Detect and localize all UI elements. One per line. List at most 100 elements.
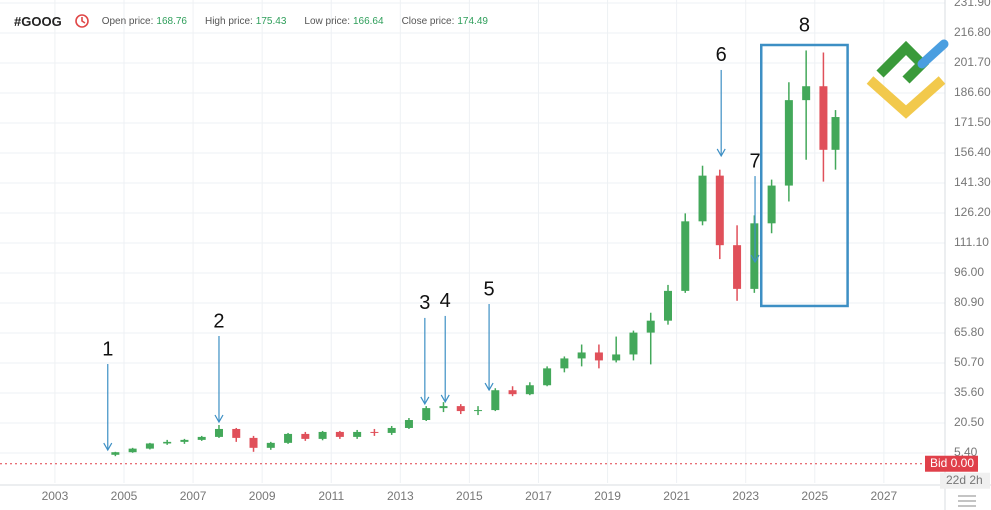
candle-body [145, 443, 154, 449]
candle-body [335, 431, 344, 437]
candle-body [249, 437, 258, 448]
field-label: High price: [204, 15, 253, 27]
candle-body [543, 368, 552, 386]
x-tick-label: 2013 [387, 489, 414, 503]
candle-body [370, 431, 379, 433]
candle-body [629, 332, 638, 355]
y-tick-label: 156.40 [954, 145, 991, 159]
candle-body [111, 452, 120, 455]
x-tick-label: 2019 [594, 489, 621, 503]
annotations: 1 2 3 4 5 6 7 8 [0, 14, 945, 465]
annotation-label: 3 [419, 292, 430, 314]
bid-label: Bid 0.00 [930, 456, 974, 470]
field-label: Open price: [101, 15, 154, 27]
candle-body [404, 420, 413, 428]
candle-body [284, 433, 293, 443]
field-value: 166.64 [352, 15, 384, 27]
candle-body [767, 185, 776, 224]
grid [0, 0, 945, 483]
x-tick-label: 2005 [111, 489, 138, 503]
candle-body [214, 428, 223, 437]
field-value: 175.43 [255, 15, 287, 27]
candle-body [784, 100, 793, 186]
x-tick-label: 2025 [801, 489, 828, 503]
annotation-arrowhead [484, 382, 494, 392]
clock-icon[interactable] [74, 13, 90, 29]
candle-body [128, 448, 137, 453]
candle-body [733, 245, 742, 289]
candle-body [474, 410, 483, 412]
candle-body [422, 408, 431, 421]
candle-body [750, 223, 759, 289]
x-tick-label: 2003 [42, 489, 69, 503]
annotation-arrowhead [716, 148, 726, 158]
annotation-label: 6 [716, 44, 727, 66]
x-tick-label: 2015 [456, 489, 483, 503]
annotation-label: 1 [102, 338, 113, 360]
countdown-label: 22d 2h [946, 473, 983, 487]
candles [111, 50, 840, 457]
candle-body [681, 221, 690, 291]
y-tick-label: 111.10 [954, 235, 989, 249]
header: #GOOG Open price: 168.76 High price: 175.43… [14, 13, 506, 29]
candle-body [491, 390, 500, 411]
candle-body [197, 436, 206, 440]
x-tick-label: 2007 [180, 489, 207, 503]
candle-body [180, 439, 189, 442]
y-tick-label: 231.90 [954, 0, 991, 9]
y-tick-label: 171.50 [954, 115, 991, 129]
symbol: #GOOG [14, 13, 62, 29]
candle-body [663, 290, 672, 321]
annotation-label: 7 [749, 150, 760, 172]
candle-body [301, 433, 310, 439]
candle-body [594, 352, 603, 361]
y-tick-label: 186.60 [954, 85, 991, 99]
annotation-arrowhead [420, 396, 430, 406]
y-tick-label: 96.00 [954, 265, 984, 279]
candle-body [646, 320, 655, 333]
axes: 5.40 20.50 35.60 50.70 65.80 80.90 96.00 111.10… [42, 0, 991, 503]
logo [866, 39, 949, 119]
y-tick-label: 141.30 [954, 175, 991, 189]
candle-body [266, 442, 275, 448]
candle-body [715, 175, 724, 246]
candle-body [508, 390, 517, 395]
y-tick-label: 201.70 [954, 55, 991, 69]
candle-body [831, 117, 840, 150]
y-tick-label: 65.80 [954, 325, 984, 339]
y-tick-label: 35.60 [954, 385, 984, 399]
y-tick-label: 80.90 [954, 295, 984, 309]
annotation-box [760, 43, 849, 308]
countdown-bg [940, 472, 990, 489]
x-tick-label: 2017 [525, 489, 552, 503]
field-value: 168.76 [156, 15, 187, 27]
field-label: Low price: [304, 15, 350, 27]
annotation-label: 5 [484, 278, 495, 300]
candle-body [456, 406, 465, 412]
bid-label-bg [925, 455, 978, 472]
candle-body [819, 86, 828, 150]
candle-body [698, 175, 707, 222]
annotation-label: 8 [799, 14, 810, 36]
y-tick-label: 126.20 [954, 205, 991, 219]
annotation-label: 4 [440, 290, 451, 312]
x-tick-label: 2011 [318, 489, 344, 503]
candle-body [318, 431, 327, 439]
x-tick-label: 2009 [249, 489, 276, 503]
candle-body [232, 428, 241, 438]
candle-body [353, 431, 362, 437]
y-tick-label: 216.80 [954, 25, 991, 39]
field-label: Close price: [401, 15, 455, 27]
field-value: 174.49 [457, 15, 488, 27]
candle-body [802, 86, 811, 101]
annotation-label: 2 [213, 310, 224, 332]
annotation-arrowhead [103, 442, 113, 452]
y-tick-label: 5.40 [954, 445, 978, 459]
annotation-arrowhead [750, 254, 760, 264]
x-tick-label: 2021 [663, 489, 690, 503]
candle-body [387, 427, 396, 433]
settings-icon[interactable] [958, 495, 976, 507]
x-tick-label: 2027 [871, 489, 898, 503]
